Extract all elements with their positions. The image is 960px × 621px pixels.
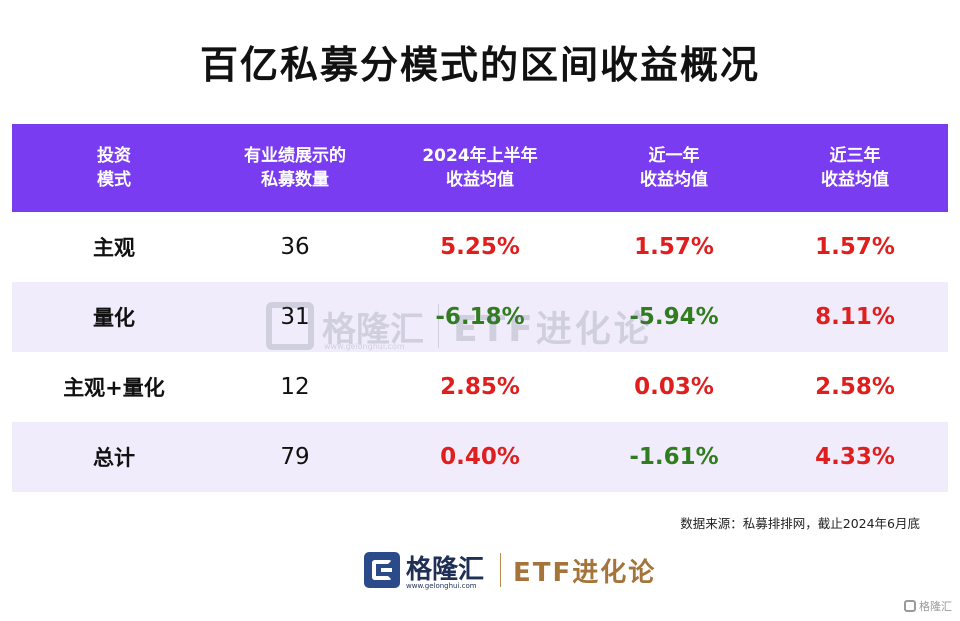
mode-cell: 主观: [93, 236, 135, 260]
corner-logo-icon: [904, 600, 916, 612]
header-mode: 投资 模式: [12, 144, 216, 192]
brand-divider: [500, 553, 502, 587]
brand-etf: ETF进化论: [513, 557, 657, 588]
corner-text: 格隆汇: [919, 600, 952, 613]
h1-2024-cell: 2.85%: [440, 374, 520, 400]
mode-cell: 量化: [93, 306, 135, 330]
three-year-cell: 8.11%: [815, 304, 895, 330]
header-three-year-line2: 收益均值: [821, 170, 889, 190]
count-cell: 12: [280, 374, 310, 400]
brand-name: 格隆汇: [406, 555, 485, 585]
source-note: 数据来源：私募排排网，截止2024年6月底: [680, 516, 920, 531]
header-h1-2024-line1: 2024年上半年: [422, 146, 538, 166]
brand-logo-icon: [364, 552, 400, 588]
table-row: 量化 31 -6.18% -5.94% 8.11%: [12, 282, 948, 352]
table-row: 主观 36 5.25% 1.57% 1.57%: [12, 212, 948, 282]
one-year-cell: -1.61%: [629, 444, 719, 470]
header-h1-2024: 2024年上半年 收益均值: [374, 144, 586, 192]
footer-brand: 格隆汇 www.gelonghui.com ETF进化论: [364, 548, 656, 592]
header-three-year-line1: 近三年: [829, 146, 881, 166]
h1-2024-cell: 0.40%: [440, 444, 520, 470]
count-cell: 31: [280, 304, 310, 330]
mode-cell: 主观+量化: [63, 376, 165, 400]
one-year-cell: -5.94%: [629, 304, 719, 330]
count-cell: 36: [280, 234, 310, 260]
header-one-year-line1: 近一年: [648, 146, 700, 166]
one-year-cell: 1.57%: [634, 234, 714, 260]
h1-2024-cell: -6.18%: [435, 304, 525, 330]
three-year-cell: 1.57%: [815, 234, 895, 260]
count-cell: 79: [280, 444, 310, 470]
table-row: 总计 79 0.40% -1.61% 4.33%: [12, 422, 948, 492]
header-mode-line2: 模式: [97, 170, 131, 190]
header-one-year: 近一年 收益均值: [586, 144, 762, 192]
table-row: 主观+量化 12 2.85% 0.03% 2.58%: [12, 352, 948, 422]
header-mode-line1: 投资: [97, 146, 131, 166]
mode-cell: 总计: [93, 446, 135, 470]
brand-url: www.gelonghui.com: [406, 582, 477, 590]
header-count-line2: 私募数量: [261, 170, 329, 190]
header-count-line1: 有业绩展示的: [244, 146, 346, 166]
header-h1-2024-line2: 收益均值: [446, 170, 514, 190]
returns-table: 投资 模式 有业绩展示的 私募数量 2024年上半年 收益均值 近一年 收益均值…: [12, 124, 948, 492]
header-one-year-line2: 收益均值: [640, 170, 708, 190]
one-year-cell: 0.03%: [634, 374, 714, 400]
three-year-cell: 4.33%: [815, 444, 895, 470]
corner-watermark: 格隆汇: [904, 598, 952, 614]
table-header: 投资 模式 有业绩展示的 私募数量 2024年上半年 收益均值 近一年 收益均值…: [12, 124, 948, 212]
header-three-year: 近三年 收益均值: [762, 144, 948, 192]
three-year-cell: 2.58%: [815, 374, 895, 400]
h1-2024-cell: 5.25%: [440, 234, 520, 260]
page-title: 百亿私募分模式的区间收益概况: [199, 43, 760, 87]
header-count: 有业绩展示的 私募数量: [216, 144, 374, 192]
